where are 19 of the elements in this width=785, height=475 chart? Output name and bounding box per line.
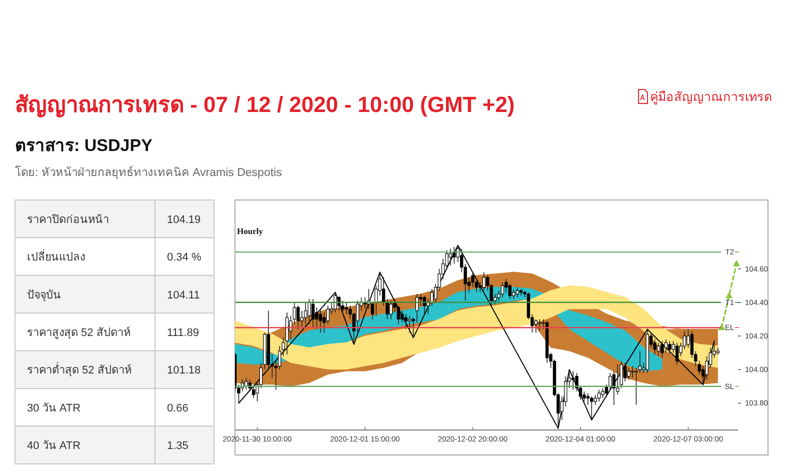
row-value: 101.18 (167, 364, 201, 377)
author: โดย: หัวหน้าฝ่ายกลยุทธ์ทางเทคนิค Avramis Despotis (15, 167, 282, 179)
row-label: 30 วัน ATR (27, 402, 81, 414)
row-value: 0.66 (167, 402, 188, 414)
row-value: 111.89 (167, 326, 200, 339)
chart-title: Hourly (237, 226, 263, 236)
row-label: เปลี่ยนแปลง (27, 252, 85, 264)
row-value: 104.11 (167, 289, 200, 302)
row-label: ปัจจุบัน (27, 289, 61, 302)
row-label: ราคาสูงสุด 52 สัปดาห์ (27, 326, 130, 339)
row-value: 104.19 (167, 214, 201, 226)
row-label: ราคาต่ำสุด 52 สัปดาห์ (27, 364, 132, 377)
page-title: สัญญาณการเทรด - 07 / 12 / 2020 - 10:00 (GMT +2) (15, 92, 515, 117)
row-label: 40 วัน ATR (27, 440, 81, 452)
subtitle: ตราสาร: USDJPY (15, 136, 152, 155)
guide-link: คู่มือสัญญาณการเทรด (650, 90, 772, 104)
row-value: 1.35 (167, 440, 188, 452)
row-label: ราคาปิดก่อนหน้า (27, 214, 109, 226)
row-value: 0.34 % (167, 252, 202, 264)
